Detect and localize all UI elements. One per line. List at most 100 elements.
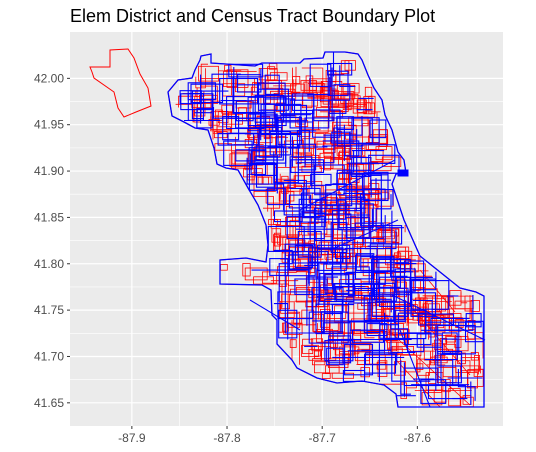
district-boundary: [294, 278, 328, 295]
tract-boundary: [263, 190, 281, 229]
tract-boundary: [313, 116, 334, 132]
district-boundary: [367, 301, 406, 322]
tract-boundary: [307, 222, 328, 235]
district-boundary: [336, 116, 355, 131]
district-boundary: [437, 324, 476, 355]
district-boundary: [384, 328, 425, 353]
tract-boundary: [349, 342, 372, 353]
city-outline-district: [167, 51, 485, 408]
district-boundary: [369, 119, 387, 139]
tract-boundary: [273, 93, 297, 120]
tract-boundary: [313, 345, 331, 360]
tract-boundary: [288, 270, 307, 287]
district-boundary: [311, 287, 344, 313]
tract-boundary: [231, 71, 257, 96]
tract-boundary: [290, 83, 305, 93]
district-boundary: [332, 183, 370, 216]
district-boundary: [323, 116, 363, 136]
district-boundary: [424, 332, 458, 385]
district-boundary: [362, 282, 395, 323]
district-boundary: [328, 335, 352, 364]
district-boundary: [296, 129, 310, 152]
tract-boundary: [369, 161, 392, 172]
tract-boundary: [328, 293, 363, 339]
district-boundary: [247, 96, 287, 127]
tract-boundary: [242, 263, 251, 277]
district-boundary: [304, 117, 344, 168]
district-boundary: [223, 140, 253, 166]
district-boundary: [465, 313, 482, 328]
tract-boundary: [361, 292, 380, 307]
tract-boundary: [208, 119, 220, 126]
district-boundary: [351, 117, 380, 144]
district-boundary: [309, 63, 332, 87]
district-boundary: [315, 303, 343, 335]
district-boundary: [310, 173, 332, 186]
tract-boundary: [338, 185, 356, 199]
district-boundary: [282, 196, 323, 227]
tract-boundary: [194, 95, 206, 117]
district-boundary: [344, 343, 374, 376]
district-boundary: [304, 244, 346, 266]
tract-boundary: [310, 338, 323, 351]
tract-boundary: [387, 332, 408, 350]
tract-boundary: [339, 279, 362, 292]
tract-boundary: [348, 116, 369, 127]
y-tick-label: 41.90: [34, 164, 64, 178]
district-boundary: [332, 210, 361, 289]
y-tick-label: 42.00: [34, 71, 64, 85]
district-boundary: [264, 74, 280, 95]
district-boundary: [391, 351, 431, 382]
district-boundary: [283, 179, 318, 212]
district-boundary: [273, 303, 289, 340]
tract-boundary: [267, 66, 276, 81]
tract-boundary: [321, 373, 331, 380]
tract-boundary: [278, 191, 295, 202]
tract-boundary: [342, 83, 360, 94]
district-boundary: [412, 299, 433, 318]
district-boundary: [292, 251, 329, 264]
district-boundary: [217, 133, 255, 146]
tract-boundary: [392, 281, 407, 298]
district-boundary: [364, 353, 397, 374]
tract-boundary: [308, 281, 324, 299]
district-boundary: [191, 90, 229, 120]
tract-boundary: [313, 318, 328, 333]
district-boundary: [421, 295, 474, 331]
tract-boundary: [213, 131, 228, 139]
tract-boundary: [289, 339, 297, 348]
district-boundary: [370, 179, 391, 198]
tract-boundary: [466, 372, 478, 389]
district-boundary: [345, 271, 386, 285]
district-boundary: [464, 320, 484, 343]
tract-boundary: [460, 292, 468, 304]
district-boundary: [322, 131, 351, 160]
district-boundary: [331, 304, 354, 316]
tract-boundary: [448, 388, 461, 407]
district-boundary: [347, 312, 386, 352]
district-boundary: [295, 228, 356, 264]
district-boundary: [397, 362, 416, 397]
tract-boundary: [368, 95, 376, 115]
tract-boundary: [285, 205, 303, 227]
x-tick-label: -87.9: [118, 431, 146, 445]
district-boundary: [246, 157, 285, 211]
district-boundary: [261, 132, 301, 167]
tract-boundary: [387, 329, 471, 406]
district-boundary: [316, 228, 354, 307]
x-tick-label: -87.7: [309, 431, 337, 445]
district-boundary: [411, 280, 450, 310]
district-boundary: [327, 70, 349, 96]
district-boundary: [269, 131, 292, 156]
y-tick-label: 41.75: [34, 303, 64, 317]
district-boundary: [368, 154, 400, 174]
district-boundary: [307, 76, 331, 96]
district-boundary: [194, 73, 241, 114]
district-boundary: [375, 194, 392, 232]
tract-boundary: [330, 329, 339, 348]
district-boundary: [236, 68, 262, 86]
tract-boundary: [389, 341, 398, 352]
tract-boundary: [302, 138, 315, 149]
district-boundary: [267, 187, 286, 206]
